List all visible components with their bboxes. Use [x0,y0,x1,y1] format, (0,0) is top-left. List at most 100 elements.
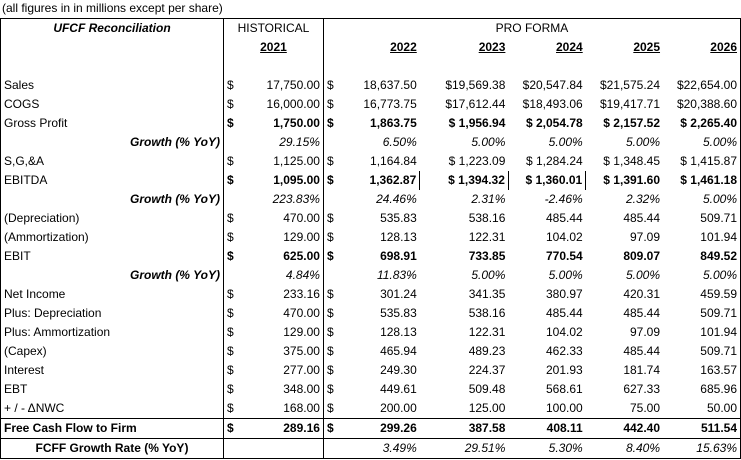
table-cell: 470.00 [244,304,324,323]
dollar-sign: $ [326,306,334,320]
table-cell: 1,164.84 [370,154,417,168]
year-2021: 2021 [223,38,324,57]
table-cell: 465.94 [380,344,417,358]
table-cell: EBITDA [0,171,224,190]
table-cell: 485.44 [546,306,583,320]
units-note: (all figures in in millions except per s… [2,1,223,15]
table-cell: 16,773.75 [363,97,417,111]
table-cell: 1,362.87 [369,173,417,187]
table-cell: 163.57 [663,361,741,380]
row-sga: S,G,&A $1,125.00 $1,164.84 $ 1,223.09 $ 1… [0,152,741,171]
table-cell: 100.00 [546,401,583,415]
table-cell [323,133,343,152]
table-cell: 104.02 [546,325,583,339]
table-row: 2021 2022 2023 2024 2025 2026 [0,38,741,57]
table-cell: 698.91 [380,249,417,263]
table-cell: EBT [0,380,224,399]
table-cell: 5.00% [471,268,506,282]
dollar-sign: $ [226,344,234,358]
table-cell: 97.09 [629,230,661,244]
table-cell: 568.61 [546,382,583,396]
dollar-sign: $ [226,306,234,320]
table-cell: 341.35 [468,287,506,301]
table-cell: 5.00% [471,135,506,149]
table-cell: 387.58 [419,418,509,439]
table-cell: 129.00 [244,323,324,342]
table-cell: $ 1,461.18 [663,171,741,190]
table-cell: 24.46% [376,192,417,206]
table-cell: 408.11 [508,418,586,439]
row-net-income: Net Income $233.16 $301.24 341.35 380.97 … [0,285,741,304]
table-cell: 97.09 [629,325,661,339]
table-cell: $ 1,956.94 [448,116,506,130]
table-cell [420,57,509,76]
table-cell: $ 1,360.01 [507,171,586,190]
table-cell: 538.16 [468,211,506,225]
table-cell: 129.00 [244,228,324,247]
table-cell: $20,388.60 [663,95,741,114]
table-cell: $20,547.84 [522,78,583,92]
dollar-sign: $ [326,116,334,130]
table-cell: 1,750.00 [244,114,324,133]
dollar-sign: $ [326,344,334,358]
table-cell: 2.32% [625,192,661,206]
table-cell: 29.15% [244,133,324,152]
table-cell: 5.00% [663,190,741,209]
dollar-sign: $ [226,249,234,263]
table-cell: Net Income [0,285,224,304]
table-cell: 809.07 [623,249,661,263]
table-cell: Sales [0,76,224,95]
table-cell: 420.31 [623,287,661,301]
table-cell: 17,750.00 [244,76,324,95]
table-cell: (Ammortization) [0,228,224,247]
table-cell: 128.13 [380,230,417,244]
table-cell [663,57,741,76]
table-cell: 122.31 [468,230,506,244]
table-cell: 485.44 [623,211,661,225]
table-cell: 122.31 [468,325,506,339]
dollar-sign: $ [326,287,334,301]
table-cell: 509.71 [663,304,741,323]
table-cell: 289.16 [244,418,324,439]
table-cell: 101.94 [663,323,741,342]
table-cell: $ 1,348.45 [603,154,661,168]
table-cell: $ 1,394.32 [419,171,509,190]
table-cell: 535.83 [380,211,417,225]
table-cell [323,266,343,285]
table-cell: 223.83% [244,190,324,209]
table-cell: $ 2,265.40 [663,114,741,133]
table-cell: 181.74 [623,363,661,377]
dollar-sign: $ [226,211,234,225]
row-ebt: EBT $348.00 $449.61 509.48 568.61 627.33 6… [0,380,741,399]
table-cell: 509.48 [468,382,506,396]
table-cell: Plus: Depreciation [0,304,224,323]
year-2026: 2026 [663,38,741,57]
table-cell: 5.00% [663,133,741,152]
table-cell: $ 2,054.78 [525,116,583,130]
table-cell: 733.85 [468,249,506,263]
row-growth-ebit: Growth (% YoY) 4.84% 11.83% 5.00% 5.00% 5… [0,266,741,285]
table-cell [344,57,420,76]
table-cell: 125.00 [468,401,506,415]
table-cell: 535.83 [380,306,417,320]
dollar-sign: $ [226,97,234,111]
table-cell: 485.44 [623,306,661,320]
table-cell: 770.54 [546,249,583,263]
table-cell: 449.61 [380,382,417,396]
table-row [0,57,741,76]
ufcf-table: UFCF Reconciliation HISTORICAL PRO FORMA… [0,18,741,459]
row-fcff-growth: FCFF Growth Rate (% YoY) 3.49% 29.51% 5.3… [0,438,741,459]
row-plus-depreciation: Plus: Depreciation $470.00 $535.83 538.1… [0,304,741,323]
table-cell: 380.97 [546,287,583,301]
table-cell [223,438,245,459]
table-cell: 8.40% [585,438,664,459]
table-cell: -2.46% [544,192,583,206]
table-cell: 5.00% [663,266,741,285]
table-cell: 462.33 [546,344,583,358]
table-cell: 849.52 [663,247,741,266]
table-cell: EBIT [0,247,224,266]
row-amortization: (Ammortization) $129.00 $128.13 122.31 10… [0,228,741,247]
table-cell: $22,654.00 [663,76,741,95]
table-cell: 2.31% [471,192,506,206]
dollar-sign: $ [226,325,234,339]
